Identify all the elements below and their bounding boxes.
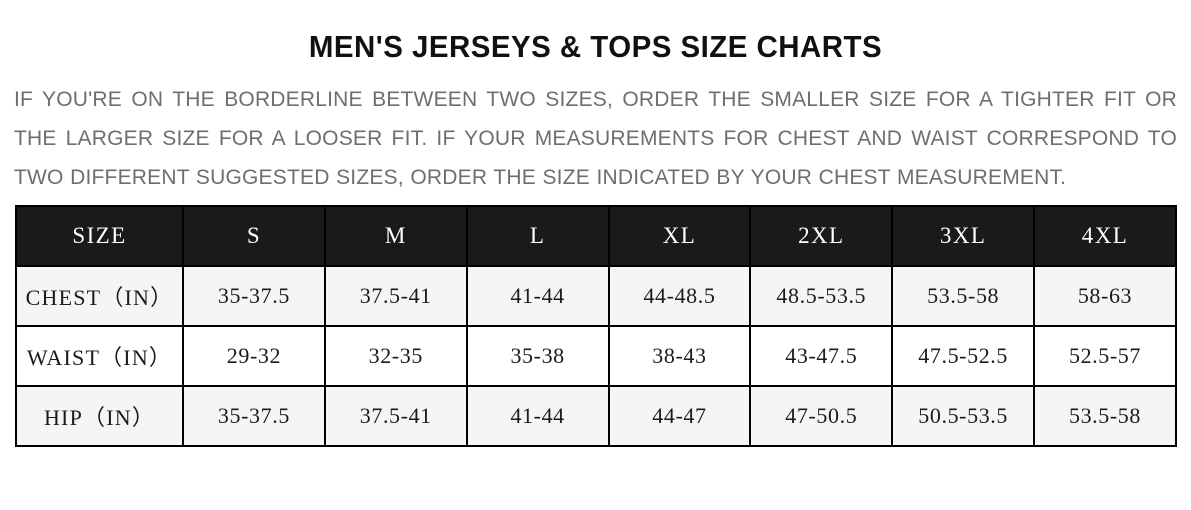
table-row: CHEST（IN） 35-37.5 37.5-41 41-44 44-48.5 … <box>15 265 1177 328</box>
size-table-container: SIZE S M L XL 2XL 3XL 4XL CHEST（IN） 35-3… <box>0 197 1191 448</box>
cell-hip-m: 37.5-41 <box>323 385 468 448</box>
cell-waist-3xl: 47.5-52.5 <box>891 325 1036 388</box>
column-header-4xl: 4XL <box>1033 205 1177 268</box>
column-header-l: L <box>465 205 610 268</box>
cell-hip-l: 41-44 <box>465 385 610 448</box>
cell-waist-4xl: 52.5-57 <box>1033 325 1177 388</box>
table-row: WAIST（IN） 29-32 32-35 35-38 38-43 43-47.… <box>15 325 1177 388</box>
cell-chest-m: 37.5-41 <box>323 265 468 328</box>
cell-waist-2xl: 43-47.5 <box>749 325 894 388</box>
cell-chest-xl: 44-48.5 <box>607 265 752 328</box>
table-header-row: SIZE S M L XL 2XL 3XL 4XL <box>15 205 1177 268</box>
cell-waist-l: 35-38 <box>465 325 610 388</box>
column-header-m: M <box>323 205 468 268</box>
row-label-chest: CHEST（IN） <box>15 265 184 328</box>
cell-chest-s: 35-37.5 <box>182 265 326 328</box>
column-header-xl: XL <box>607 205 752 268</box>
intro-paragraph: IF YOU'RE ON THE BORDERLINE BETWEEN TWO … <box>14 88 1177 190</box>
cell-hip-xl: 44-47 <box>607 385 752 448</box>
column-header-2xl: 2XL <box>749 205 894 268</box>
cell-chest-3xl: 53.5-58 <box>891 265 1036 328</box>
cell-hip-2xl: 47-50.5 <box>749 385 894 448</box>
row-label-waist: WAIST（IN） <box>15 325 184 388</box>
cell-hip-s: 35-37.5 <box>182 385 326 448</box>
cell-chest-2xl: 48.5-53.5 <box>749 265 894 328</box>
cell-waist-m: 32-35 <box>323 325 468 388</box>
page-title: MEN'S JERSEYS & TOPS SIZE CHARTS <box>308 29 883 64</box>
column-header-3xl: 3XL <box>891 205 1036 268</box>
size-chart-table: SIZE S M L XL 2XL 3XL 4XL CHEST（IN） 35-3… <box>15 205 1177 448</box>
column-header-size: SIZE <box>15 205 184 268</box>
column-header-s: S <box>182 205 326 268</box>
table-body: CHEST（IN） 35-37.5 37.5-41 41-44 44-48.5 … <box>15 265 1177 448</box>
row-label-hip: HIP（IN） <box>15 385 184 448</box>
table-row: HIP（IN） 35-37.5 37.5-41 41-44 44-47 47-5… <box>15 385 1177 448</box>
cell-chest-l: 41-44 <box>465 265 610 328</box>
cell-hip-3xl: 50.5-53.5 <box>891 385 1036 448</box>
cell-waist-s: 29-32 <box>182 325 326 388</box>
cell-waist-xl: 38-43 <box>607 325 752 388</box>
cell-hip-4xl: 53.5-58 <box>1033 385 1177 448</box>
cell-chest-4xl: 58-63 <box>1033 265 1177 328</box>
table-header: SIZE S M L XL 2XL 3XL 4XL <box>15 205 1177 268</box>
